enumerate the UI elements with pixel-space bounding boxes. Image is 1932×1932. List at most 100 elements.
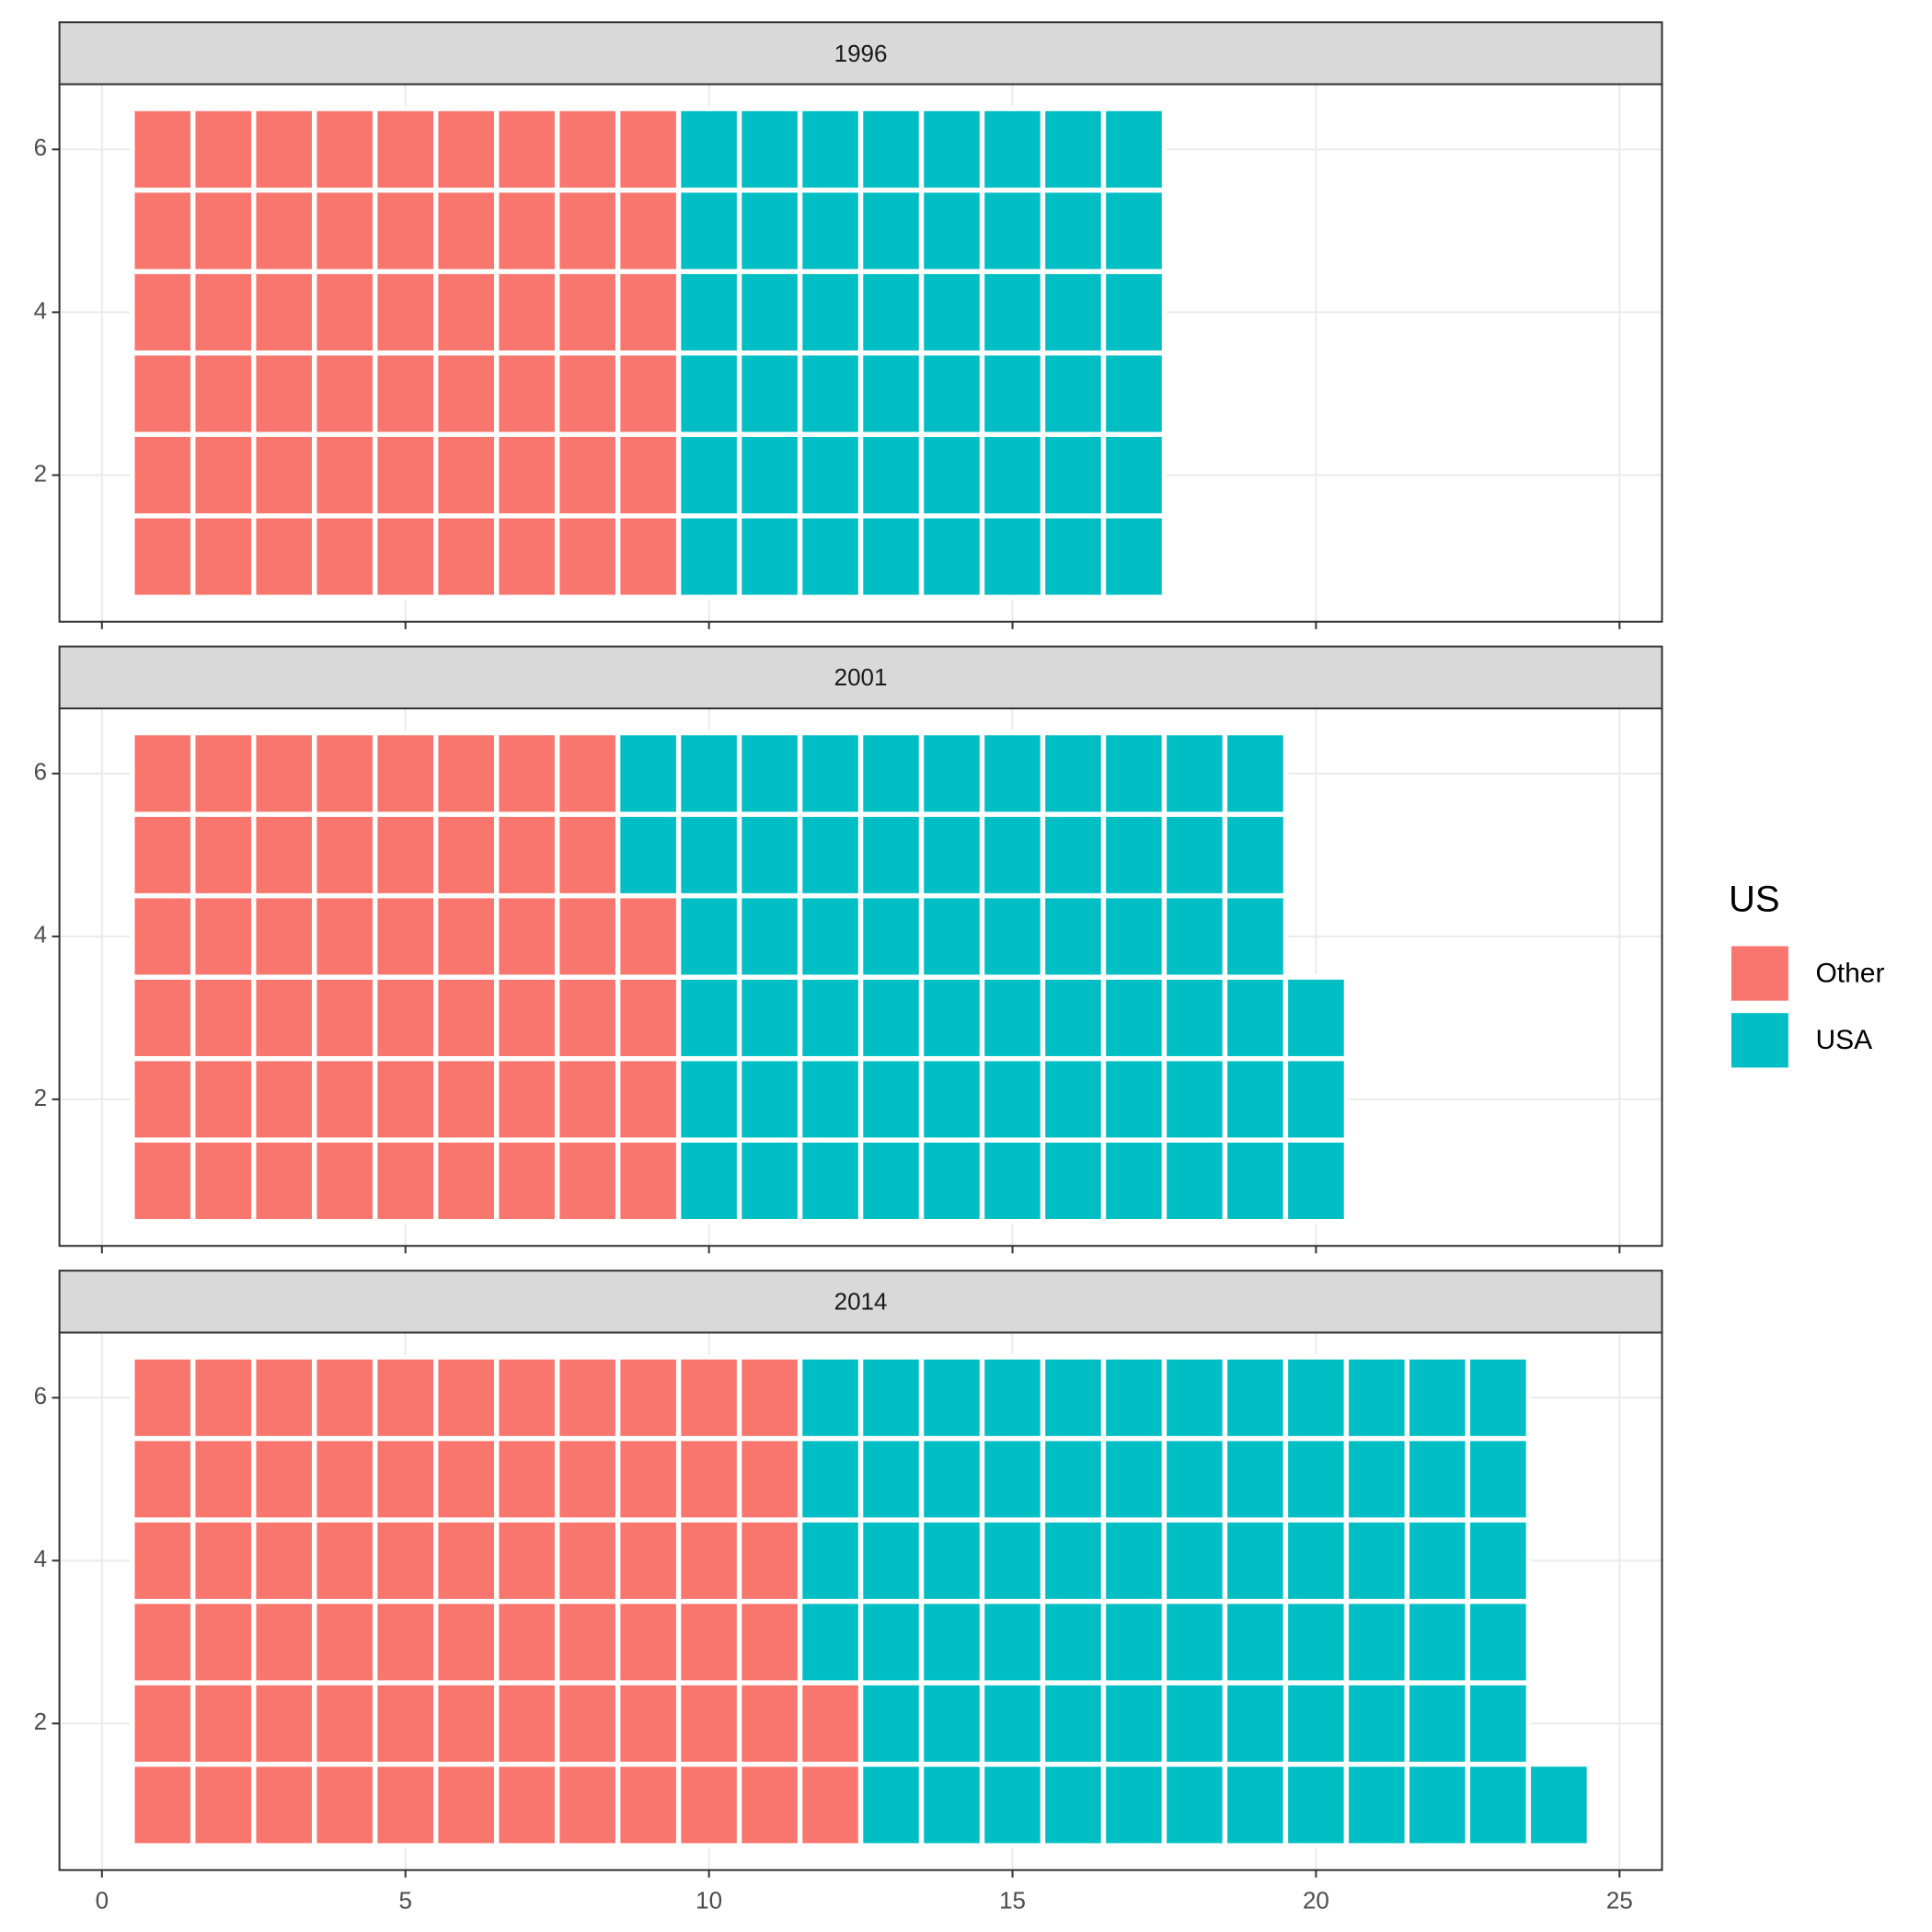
tile: [979, 187, 1046, 274]
x-tick-label: 25: [1606, 1887, 1633, 1915]
tile: [979, 1137, 1046, 1225]
tile: [554, 269, 621, 356]
tile: [251, 811, 317, 899]
tile: [190, 892, 257, 980]
tile: [1100, 1435, 1167, 1523]
tile: [493, 431, 560, 519]
tile: [979, 106, 1046, 193]
tile: [493, 1680, 560, 1767]
tile: [130, 1354, 196, 1442]
tile: [493, 1055, 560, 1143]
tile: [1404, 1680, 1471, 1767]
tile: [736, 730, 803, 817]
tile: [615, 187, 682, 274]
tile: [251, 1598, 317, 1685]
tile: [554, 1761, 621, 1848]
tile: [190, 730, 257, 817]
tile: [1525, 1761, 1593, 1848]
legend-title: US: [1729, 880, 1780, 920]
tile: [312, 1680, 378, 1767]
tile: [433, 350, 500, 437]
tile: [797, 1354, 864, 1442]
tile: [736, 892, 803, 980]
tile: [675, 1598, 742, 1685]
tile: [736, 974, 803, 1062]
tile: [1161, 1598, 1228, 1685]
tile: [797, 1517, 864, 1604]
tile: [675, 730, 742, 817]
tile: [615, 1055, 682, 1143]
x-tick-label: 0: [96, 1887, 109, 1915]
tile: [979, 350, 1046, 437]
legend-key: [1731, 1013, 1788, 1068]
tile: [130, 974, 196, 1062]
tile: [433, 1055, 500, 1143]
tile: [979, 513, 1046, 600]
tile: [1040, 1055, 1107, 1143]
tile: [1343, 1517, 1410, 1604]
tile: [979, 892, 1046, 980]
tile: [979, 1354, 1046, 1442]
tile: [190, 350, 257, 437]
strip: [58, 21, 1663, 86]
tile: [251, 1761, 317, 1848]
tile: [312, 106, 378, 193]
tile: [675, 1517, 742, 1604]
tile: [312, 730, 378, 817]
tile: [1100, 1680, 1167, 1767]
tile: [1222, 892, 1289, 980]
y-tick-label: 4: [34, 1545, 47, 1572]
tile: [433, 811, 500, 899]
tile: [857, 974, 925, 1062]
tile: [373, 269, 439, 356]
tile: [493, 1137, 560, 1225]
tile: [797, 974, 864, 1062]
tile: [433, 730, 500, 817]
tile: [1343, 1761, 1410, 1848]
tile: [554, 1354, 621, 1442]
tile: [554, 1517, 621, 1604]
tile: [615, 513, 682, 600]
x-tick-label: 5: [398, 1887, 411, 1915]
tile: [433, 1137, 500, 1225]
tile: [857, 269, 925, 356]
tile: [554, 187, 621, 274]
tile: [675, 1435, 742, 1523]
y-tick-label: 6: [34, 758, 47, 786]
tile: [857, 1354, 925, 1442]
tile: [1040, 1517, 1107, 1604]
tile: [433, 106, 500, 193]
tile: [1222, 811, 1289, 899]
x-tick-label: 15: [999, 1887, 1026, 1915]
tile: [312, 513, 378, 600]
tile: [797, 1055, 864, 1143]
tile: [493, 730, 560, 817]
tile: [373, 1055, 439, 1143]
tile: [615, 811, 682, 899]
tile: [493, 106, 560, 193]
tile: [1100, 1055, 1167, 1143]
tile: [615, 431, 682, 519]
tile: [918, 1680, 985, 1767]
tile: [130, 106, 196, 193]
tile: [312, 1354, 378, 1442]
tile: [1465, 1761, 1532, 1848]
tile: [251, 269, 317, 356]
tile: [554, 730, 621, 817]
tile: [251, 1517, 317, 1604]
tile: [1282, 1435, 1350, 1523]
tile: [1100, 730, 1167, 817]
tile: [1040, 1761, 1107, 1848]
tile: [493, 350, 560, 437]
tile: [918, 1055, 985, 1143]
tile: [130, 730, 196, 817]
tile: [1100, 1598, 1167, 1685]
tile: [675, 1055, 742, 1143]
tile: [493, 1517, 560, 1604]
tile: [130, 1680, 196, 1767]
tile: [979, 1055, 1046, 1143]
tile: [675, 1137, 742, 1225]
tile: [493, 1761, 560, 1848]
tile: [979, 811, 1046, 899]
